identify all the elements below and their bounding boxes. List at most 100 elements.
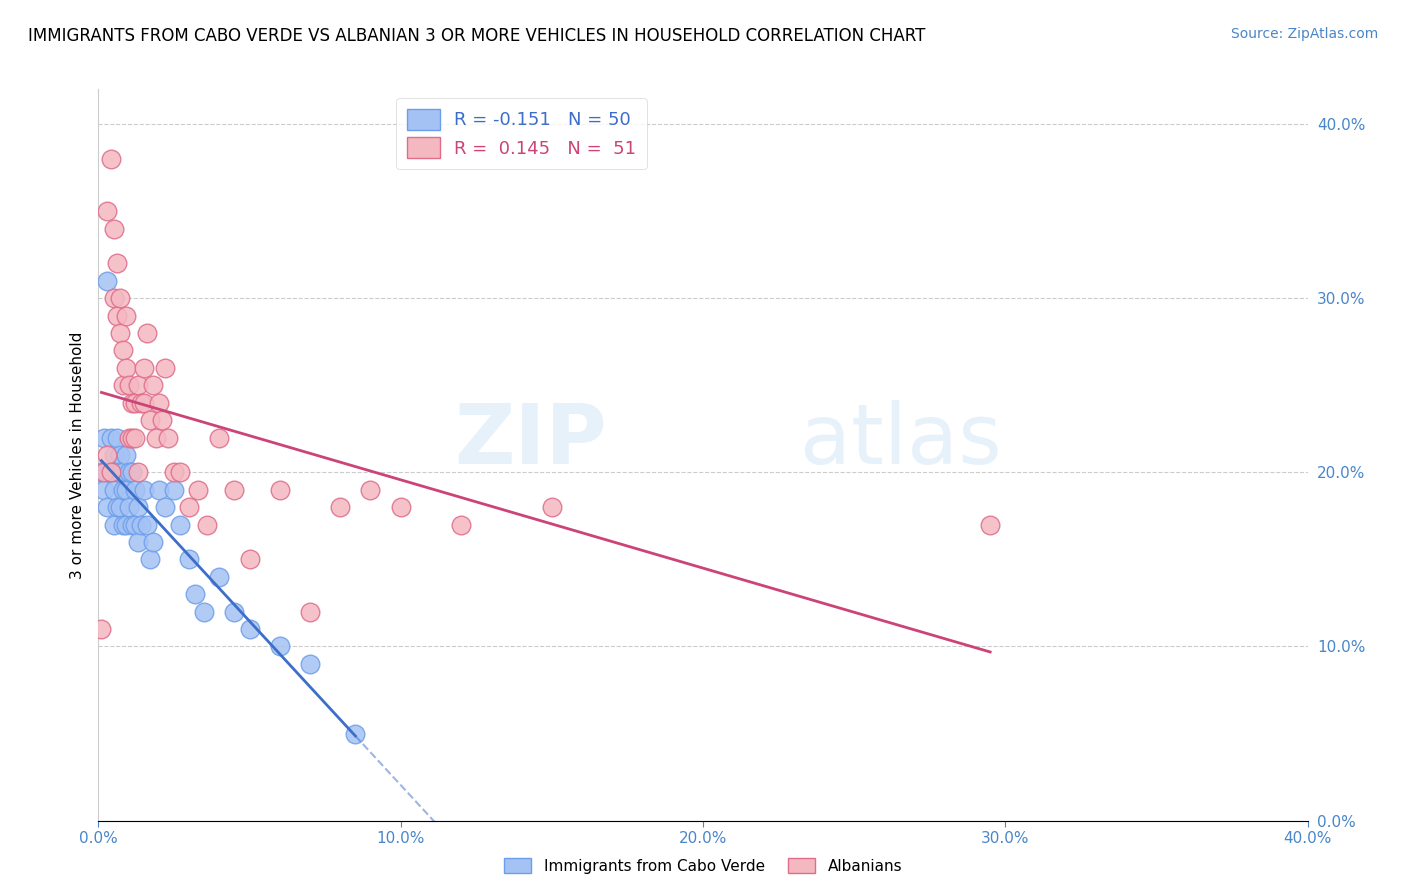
Text: atlas: atlas: [800, 400, 1001, 481]
Point: [118, 466, 141, 480]
Point: [90, 622, 112, 636]
Point: [329, 500, 352, 515]
Legend: Immigrants from Cabo Verde, Albanians: Immigrants from Cabo Verde, Albanians: [498, 852, 908, 880]
Point: [239, 622, 262, 636]
Point: [108, 500, 131, 515]
Point: [114, 483, 136, 497]
Point: [118, 430, 141, 444]
Point: [148, 395, 170, 409]
Point: [139, 552, 162, 566]
Point: [127, 500, 149, 515]
Point: [90, 466, 112, 480]
Point: [96, 466, 118, 480]
Text: ZIP: ZIP: [454, 400, 606, 481]
Point: [103, 221, 125, 235]
Point: [114, 517, 136, 532]
Point: [111, 343, 134, 358]
Point: [108, 326, 131, 340]
Text: IMMIGRANTS FROM CABO VERDE VS ALBANIAN 3 OR MORE VEHICLES IN HOUSEHOLD CORRELATI: IMMIGRANTS FROM CABO VERDE VS ALBANIAN 3…: [28, 27, 925, 45]
Point: [103, 517, 125, 532]
Point: [103, 483, 125, 497]
Point: [142, 535, 165, 549]
Point: [193, 605, 215, 619]
Point: [105, 309, 128, 323]
Point: [111, 378, 134, 392]
Point: [163, 483, 186, 497]
Point: [100, 466, 122, 480]
Point: [121, 430, 143, 444]
Point: [118, 500, 141, 515]
Point: [344, 726, 367, 740]
Point: [224, 483, 246, 497]
Point: [132, 395, 155, 409]
Point: [979, 517, 1001, 532]
Point: [299, 605, 322, 619]
Point: [163, 466, 186, 480]
Point: [100, 466, 122, 480]
Point: [93, 466, 115, 480]
Point: [169, 517, 191, 532]
Point: [179, 500, 201, 515]
Point: [111, 483, 134, 497]
Point: [124, 430, 146, 444]
Point: [450, 517, 472, 532]
Point: [195, 517, 218, 532]
Point: [96, 274, 118, 288]
Point: [105, 500, 128, 515]
Point: [142, 378, 165, 392]
Text: Source: ZipAtlas.com: Source: ZipAtlas.com: [1230, 27, 1378, 41]
Point: [153, 360, 176, 375]
Point: [139, 413, 162, 427]
Point: [132, 483, 155, 497]
Point: [121, 395, 143, 409]
Point: [150, 413, 173, 427]
Point: [269, 483, 291, 497]
Point: [156, 430, 179, 444]
Point: [114, 309, 136, 323]
Point: [148, 483, 170, 497]
Point: [111, 466, 134, 480]
Point: [108, 448, 131, 462]
Point: [105, 430, 128, 444]
Point: [540, 500, 562, 515]
Point: [153, 500, 176, 515]
Point: [111, 517, 134, 532]
Point: [127, 535, 149, 549]
Point: [114, 448, 136, 462]
Y-axis label: 3 or more Vehicles in Household: 3 or more Vehicles in Household: [69, 331, 84, 579]
Point: [129, 395, 152, 409]
Point: [269, 640, 291, 654]
Point: [135, 326, 157, 340]
Point: [208, 430, 231, 444]
Point: [93, 430, 115, 444]
Point: [118, 378, 141, 392]
Point: [184, 587, 207, 601]
Point: [169, 466, 191, 480]
Point: [100, 152, 122, 166]
Point: [135, 517, 157, 532]
Point: [124, 483, 146, 497]
Point: [96, 448, 118, 462]
Point: [124, 517, 146, 532]
Point: [208, 570, 231, 584]
Point: [114, 360, 136, 375]
Point: [108, 291, 131, 305]
Point: [179, 552, 201, 566]
Legend: R = -0.151   N = 50, R =  0.145   N =  51: R = -0.151 N = 50, R = 0.145 N = 51: [396, 98, 647, 169]
Point: [132, 360, 155, 375]
Point: [239, 552, 262, 566]
Point: [127, 378, 149, 392]
Point: [389, 500, 412, 515]
Point: [103, 291, 125, 305]
Point: [127, 466, 149, 480]
Point: [108, 466, 131, 480]
Point: [224, 605, 246, 619]
Point: [103, 466, 125, 480]
Point: [187, 483, 209, 497]
Point: [299, 657, 322, 671]
Point: [96, 500, 118, 515]
Point: [96, 204, 118, 219]
Point: [93, 483, 115, 497]
Point: [100, 430, 122, 444]
Point: [121, 466, 143, 480]
